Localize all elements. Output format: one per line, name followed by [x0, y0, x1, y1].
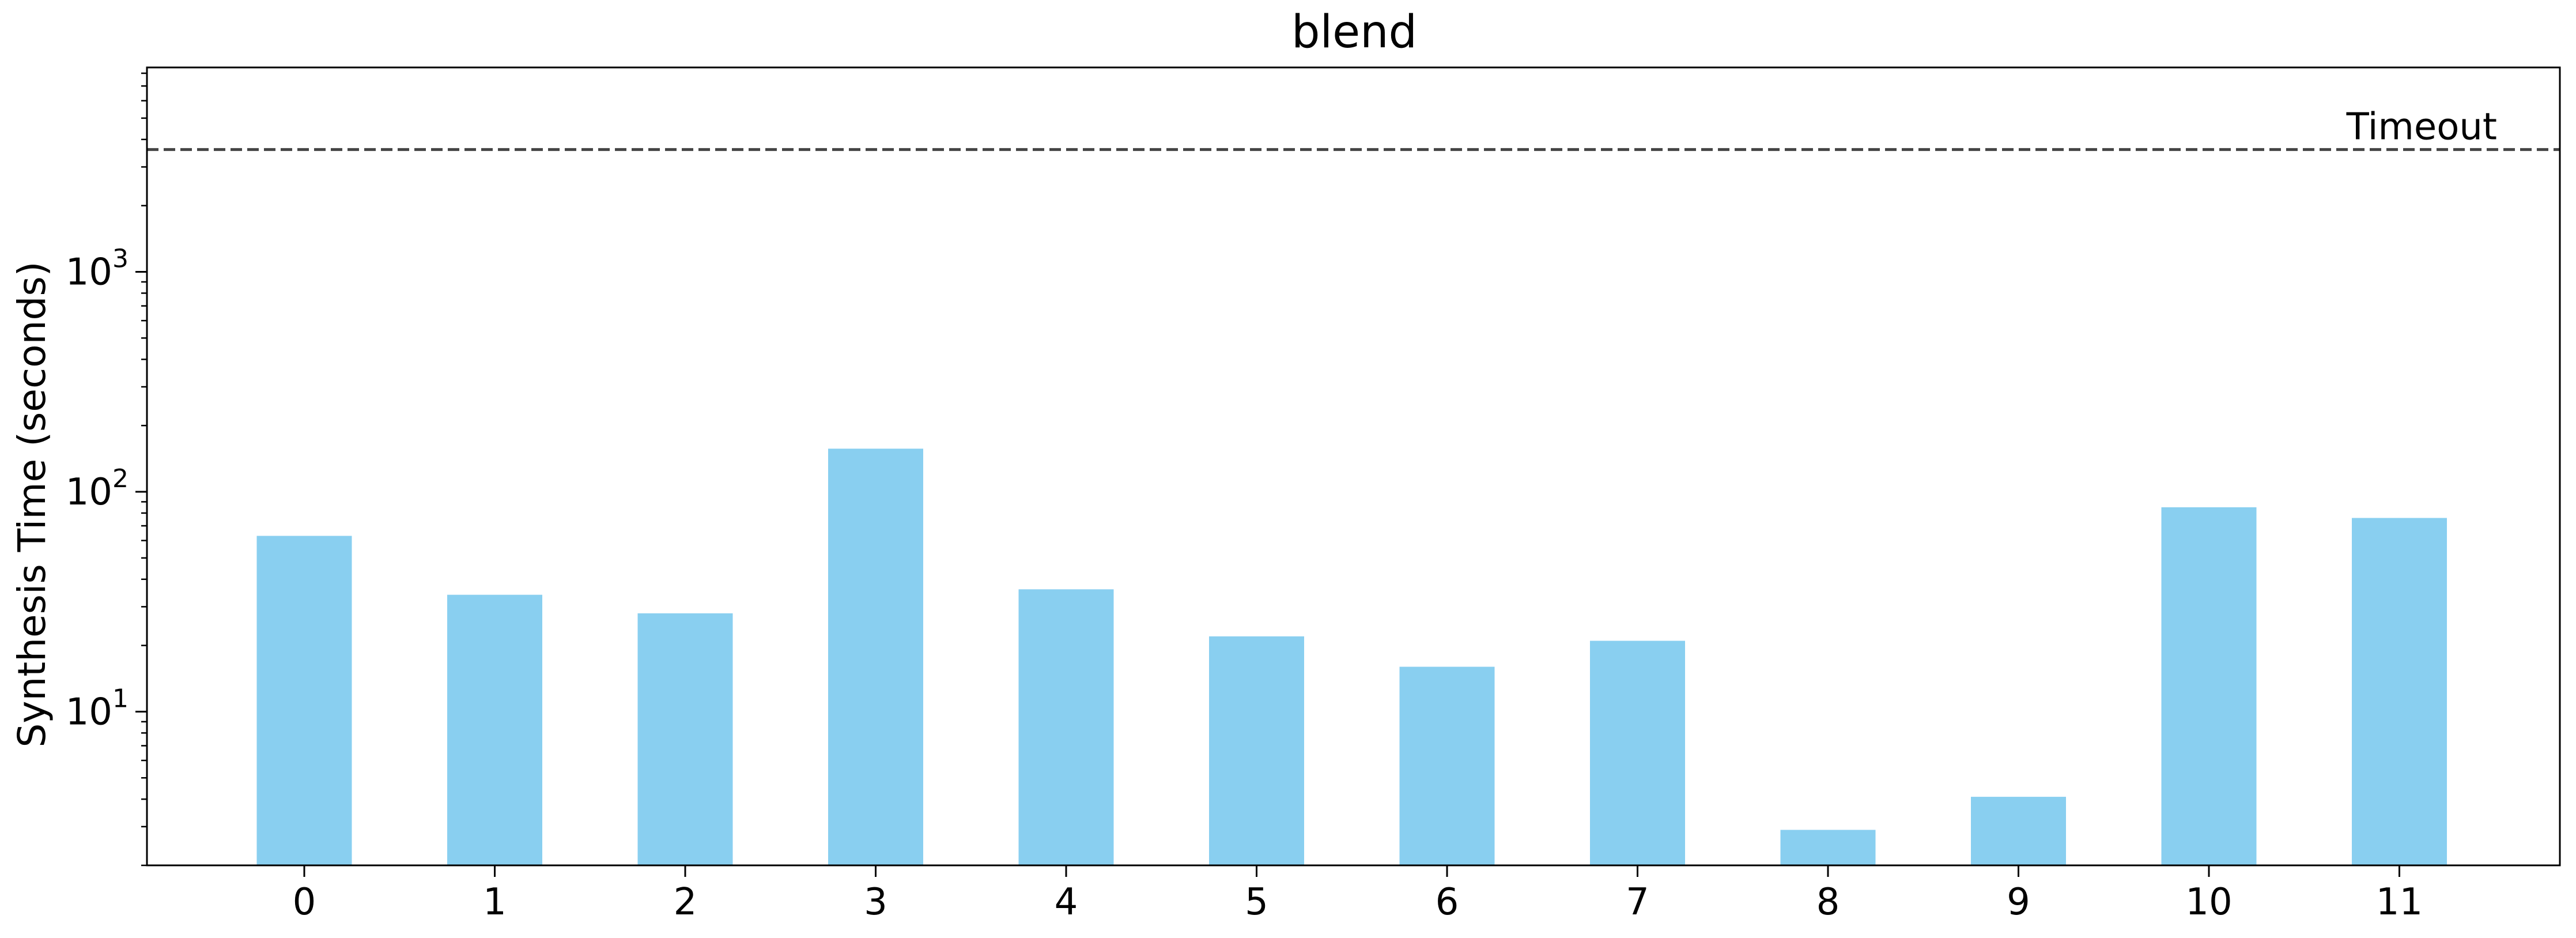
- y-tick-label: 101: [66, 684, 129, 733]
- x-tick-label: 1: [483, 881, 507, 924]
- bar-2: [637, 613, 733, 865]
- bar-4: [1018, 589, 1114, 865]
- bar-9: [1971, 797, 2066, 865]
- bars-group: [256, 449, 2447, 865]
- y-tick-label: 102: [66, 464, 129, 514]
- plot-frame: [146, 66, 2561, 867]
- y-tick-label: 103: [66, 244, 129, 294]
- bar-3: [828, 449, 923, 865]
- y-axis: 101 102 103: [66, 72, 147, 867]
- reference-group: Timeout: [147, 106, 2560, 151]
- x-tick-label: 9: [2007, 881, 2030, 924]
- x-tick-label: 6: [1436, 881, 1459, 924]
- x-tick-label: 0: [293, 881, 316, 924]
- y-axis-label: Synthesis Time (seconds): [10, 262, 54, 748]
- x-tick-label: 2: [674, 881, 697, 924]
- bar-10: [2161, 507, 2257, 865]
- x-tick-label: 11: [2376, 881, 2423, 924]
- bar-7: [1590, 641, 1685, 865]
- chart-title: blend: [1291, 6, 1417, 58]
- bar-11: [2352, 518, 2447, 865]
- bar-0: [256, 536, 352, 865]
- x-tick-label: 10: [2185, 881, 2232, 924]
- x-tick-label: 7: [1626, 881, 1649, 924]
- x-tick-label: 8: [1816, 881, 1840, 924]
- bar-5: [1209, 636, 1304, 865]
- bar-1: [447, 594, 542, 865]
- x-axis: 0 1 2 3 4 5 6 7 8 9 10 11: [293, 865, 2423, 924]
- x-tick-label: 4: [1055, 881, 1078, 924]
- timeout-label: Timeout: [2346, 106, 2497, 148]
- x-tick-label: 5: [1245, 881, 1268, 924]
- bar-8: [1780, 830, 1876, 865]
- bar-6: [1399, 666, 1495, 865]
- x-tick-label: 3: [864, 881, 887, 924]
